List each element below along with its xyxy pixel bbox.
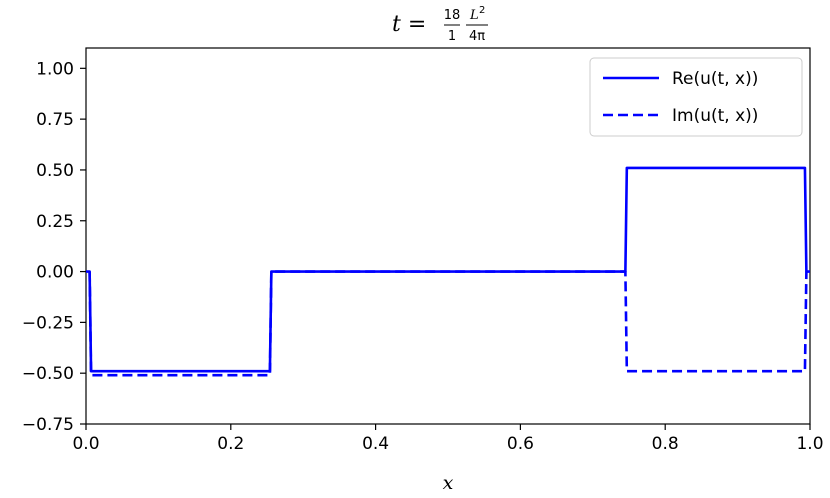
title-frac2-numerator: L xyxy=(469,8,479,23)
x-axis-label: x xyxy=(443,472,454,494)
y-tick-label: 0.00 xyxy=(36,263,74,283)
legend-label-im: Im(u(t, x)) xyxy=(672,106,758,126)
title-frac1-denominator: 1 xyxy=(448,29,456,44)
x-tick-label: 0.6 xyxy=(507,434,534,454)
x-tick-label: 0.4 xyxy=(362,434,389,454)
legend-label-re: Re(u(t, x)) xyxy=(672,69,758,89)
y-tick-label: −0.50 xyxy=(22,364,74,384)
y-axis: −0.75 −0.50 −0.25 0.00 0.25 0.50 0.75 1.00 xyxy=(22,59,86,435)
x-tick-label: 0.0 xyxy=(72,434,99,454)
x-axis: 0.0 0.2 0.4 0.6 0.8 1.0 xyxy=(72,424,824,454)
title-frac1-numerator: 18 xyxy=(444,8,461,23)
title-frac2-denominator: 4π xyxy=(469,29,485,44)
plot-frame xyxy=(85,47,811,425)
y-tick-label: 1.00 xyxy=(36,59,74,79)
legend: Re(u(t, x)) Im(u(t, x)) xyxy=(589,57,803,137)
y-tick-label: 0.75 xyxy=(36,110,74,130)
y-tick-label: −0.75 xyxy=(22,415,74,435)
x-tick-label: 0.2 xyxy=(217,434,244,454)
chart-title: t = 18 1 L 2 4π xyxy=(392,5,488,44)
plot-area xyxy=(86,166,810,377)
y-tick-label: −0.25 xyxy=(22,313,74,333)
series-im-line xyxy=(88,270,808,377)
title-frac2-superscript: 2 xyxy=(479,5,485,16)
title-prefix: t = xyxy=(392,12,426,37)
series-re-line xyxy=(86,166,810,373)
x-tick-label: 0.8 xyxy=(652,434,679,454)
y-tick-label: 0.25 xyxy=(36,212,74,232)
x-tick-label: 1.0 xyxy=(796,434,823,454)
y-tick-label: 0.50 xyxy=(36,161,74,181)
